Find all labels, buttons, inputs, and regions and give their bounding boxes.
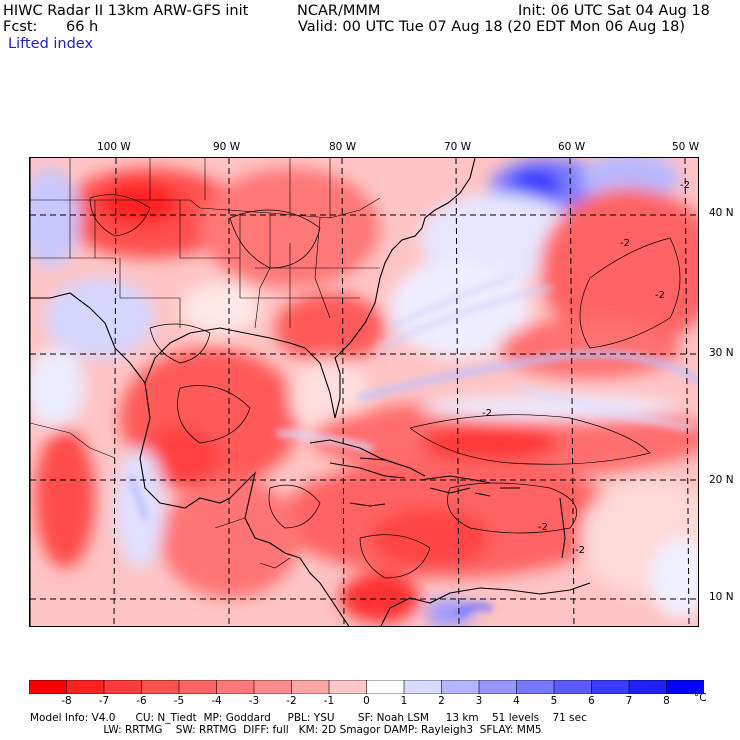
colorbar-swatch — [516, 680, 555, 694]
colorbar-swatch — [666, 680, 704, 694]
colorbar-tick-label: 6 — [588, 695, 595, 707]
lon-label-80w: 80 W — [329, 141, 357, 153]
colorbar-swatch — [478, 680, 518, 694]
colorbar-swatch — [253, 680, 293, 694]
lat-label-10n: 10 N — [709, 591, 734, 603]
colorbar-swatch — [441, 680, 480, 694]
contour-label: -2 — [680, 180, 690, 191]
islands — [349, 457, 566, 559]
colorbar-swatch — [403, 680, 443, 694]
map-svg: -2 -2 -2 -2 -2 -2 — [30, 158, 698, 626]
colorbar-tick-label: -3 — [248, 695, 260, 707]
valid-time: Valid: 00 UTC Tue 07 Aug 18 (20 EDT Mon … — [298, 19, 686, 35]
colorbar-tick-label: -4 — [211, 695, 222, 707]
lon-label-50w: 50 W — [672, 141, 700, 153]
colorbar-swatch — [366, 680, 405, 694]
colorbar-swatch — [103, 680, 143, 694]
lat-label-20n: 20 N — [709, 474, 734, 486]
colorbar-tick-label: -7 — [98, 695, 110, 707]
model-info-line1: Model Info: V4.0 CU: N_Tiedt MP: Goddard… — [30, 712, 587, 724]
graticule — [30, 158, 698, 626]
colorbar-tick-label: -8 — [61, 695, 72, 707]
contours — [89, 194, 681, 579]
title: HIWC Radar II 13km ARW-GFS init — [3, 3, 249, 19]
colorbar-unit: °C — [694, 692, 707, 704]
colorbar-tick-label: 7 — [625, 695, 633, 707]
lon-label-90w: 90 W — [213, 141, 241, 153]
colorbar-tick-label: -2 — [286, 695, 297, 707]
colorbar-tick-label: -6 — [136, 695, 147, 707]
colorbar — [29, 680, 704, 694]
forecast-label: Fcst: — [3, 19, 38, 35]
colorbar-tick-label: 4 — [513, 695, 520, 707]
contour-label: -2 — [620, 238, 630, 249]
colorbar-swatch — [553, 680, 593, 694]
lat-label-30n: 30 N — [709, 347, 734, 359]
colorbar-swatch — [141, 680, 180, 694]
coastlines — [30, 158, 591, 626]
colorbar-tick-label: -1 — [323, 695, 335, 707]
lon-label-70w: 70 W — [444, 141, 472, 153]
colorbar-swatch — [291, 680, 330, 694]
colorbar-tick-label: 2 — [438, 695, 445, 707]
lon-label-100w: 100 W — [97, 141, 131, 153]
forecast-hour: 66 h — [66, 19, 99, 35]
contour-label: -2 — [482, 408, 492, 419]
colorbar-tick-label: 5 — [550, 695, 558, 707]
colorbar-swatch — [29, 680, 68, 694]
lon-label-60w: 60 W — [558, 141, 586, 153]
field-name: Lifted index — [8, 36, 94, 52]
init-time: Init: 06 UTC Sat 04 Aug 18 — [518, 3, 710, 19]
colorbar-tick-label: 8 — [663, 695, 670, 707]
colorbar-tick-label: 0 — [363, 695, 370, 707]
lat-label-40n: 40 N — [709, 207, 734, 219]
colorbar-swatch — [328, 680, 368, 694]
colorbar-swatch — [66, 680, 105, 694]
org-label: NCAR/MMM — [297, 3, 381, 19]
model-info-line2: LW: RRTMG SW: RRTMG DIFF: full KM: 2D Sm… — [30, 724, 542, 736]
colorbar-tick-label: 1 — [400, 695, 408, 707]
colorbar-swatch — [178, 680, 218, 694]
contour-label: -2 — [655, 290, 665, 301]
colorbar-tick-label: 3 — [475, 695, 483, 707]
stable-streaks — [128, 276, 698, 616]
colorbar-tick-label: -5 — [173, 695, 185, 707]
lifted-index-map: -2 -2 -2 -2 -2 -2 — [29, 157, 699, 627]
colorbar-swatch — [216, 680, 255, 694]
contour-label: -2 — [575, 545, 585, 556]
contour-label: -2 — [538, 522, 548, 533]
contour-labels: -2 -2 -2 -2 -2 -2 — [482, 180, 690, 556]
colorbar-swatch — [628, 680, 668, 694]
colorbar-swatch — [591, 680, 630, 694]
